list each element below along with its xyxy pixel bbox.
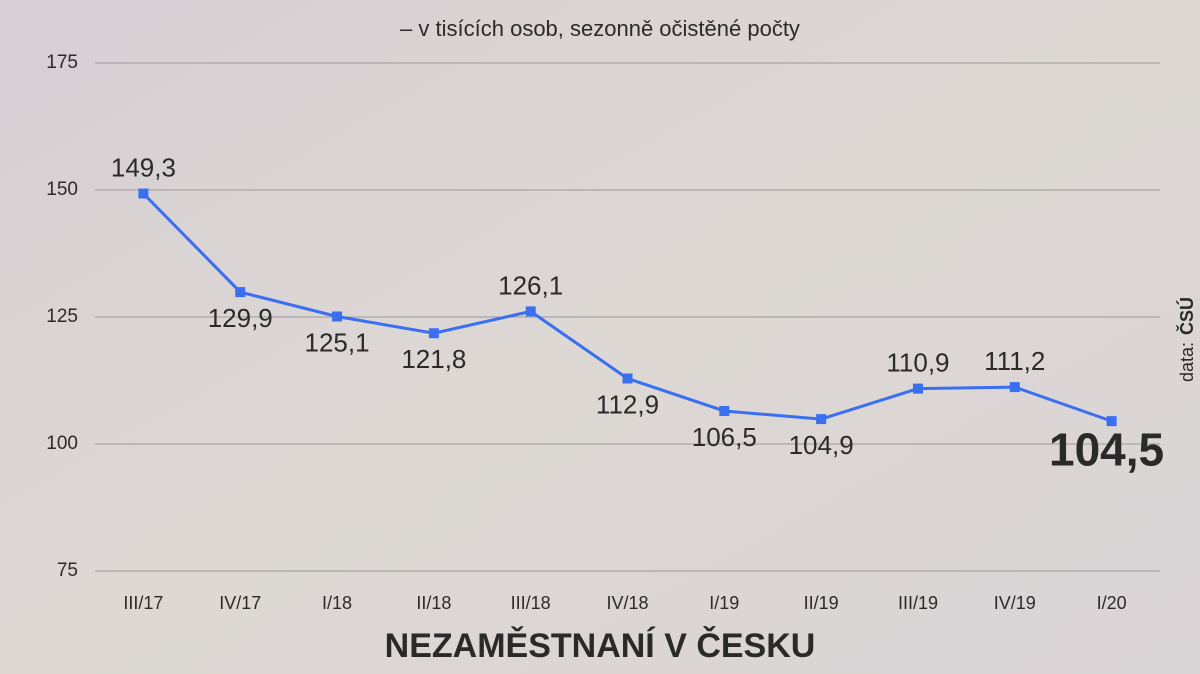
x-tick-label: I/20 bbox=[1097, 593, 1127, 613]
y-tick-label: 125 bbox=[46, 306, 78, 327]
point bbox=[816, 414, 827, 425]
point bbox=[332, 311, 343, 322]
data-label: 125,1 bbox=[305, 327, 370, 357]
chart-title: NEZAMĚSTNANÍ V ČESKU bbox=[385, 626, 816, 665]
x-tick-label: IV/18 bbox=[606, 593, 648, 613]
data-label: 126,1 bbox=[498, 270, 563, 300]
x-tick-label: III/18 bbox=[511, 593, 551, 613]
point bbox=[1009, 382, 1020, 393]
point bbox=[525, 306, 536, 317]
point bbox=[235, 287, 246, 298]
x-tick-label: IV/19 bbox=[994, 593, 1036, 613]
point bbox=[912, 383, 923, 394]
point bbox=[138, 188, 149, 199]
data-label: 110,9 bbox=[886, 348, 949, 378]
x-tick-label: I/19 bbox=[709, 593, 739, 613]
source: ČSÚ bbox=[1176, 297, 1197, 335]
y-tick-label: 100 bbox=[46, 433, 78, 454]
point bbox=[719, 405, 730, 416]
x-tick-label: III/17 bbox=[123, 593, 163, 613]
x-tick-label: I/18 bbox=[322, 593, 352, 613]
y-tick-label: 150 bbox=[46, 179, 78, 200]
x-tick-label: III/19 bbox=[898, 593, 938, 613]
x-tick-label: II/18 bbox=[416, 593, 451, 613]
y-tick-label: 175 bbox=[46, 52, 78, 73]
x-tick-label: II/19 bbox=[804, 593, 839, 613]
data-label: 111,2 bbox=[984, 346, 1045, 376]
point bbox=[428, 328, 439, 339]
point bbox=[1106, 416, 1117, 427]
data-label: 129,9 bbox=[208, 303, 273, 333]
data-label: 112,9 bbox=[596, 389, 659, 419]
data-label: 106,5 bbox=[692, 422, 757, 452]
source-label: data: bbox=[1177, 342, 1197, 382]
data-label: 104,9 bbox=[789, 430, 854, 460]
data-label: 149,3 bbox=[111, 152, 176, 182]
x-tick-label: IV/17 bbox=[219, 593, 261, 613]
data-label: 121,8 bbox=[401, 344, 466, 374]
y-tick-label: 75 bbox=[57, 560, 78, 581]
point bbox=[622, 373, 633, 384]
data-label: 104,5 bbox=[1049, 423, 1164, 475]
subtitle: – v tisících osob, sezonně očistěné počt… bbox=[400, 16, 800, 41]
